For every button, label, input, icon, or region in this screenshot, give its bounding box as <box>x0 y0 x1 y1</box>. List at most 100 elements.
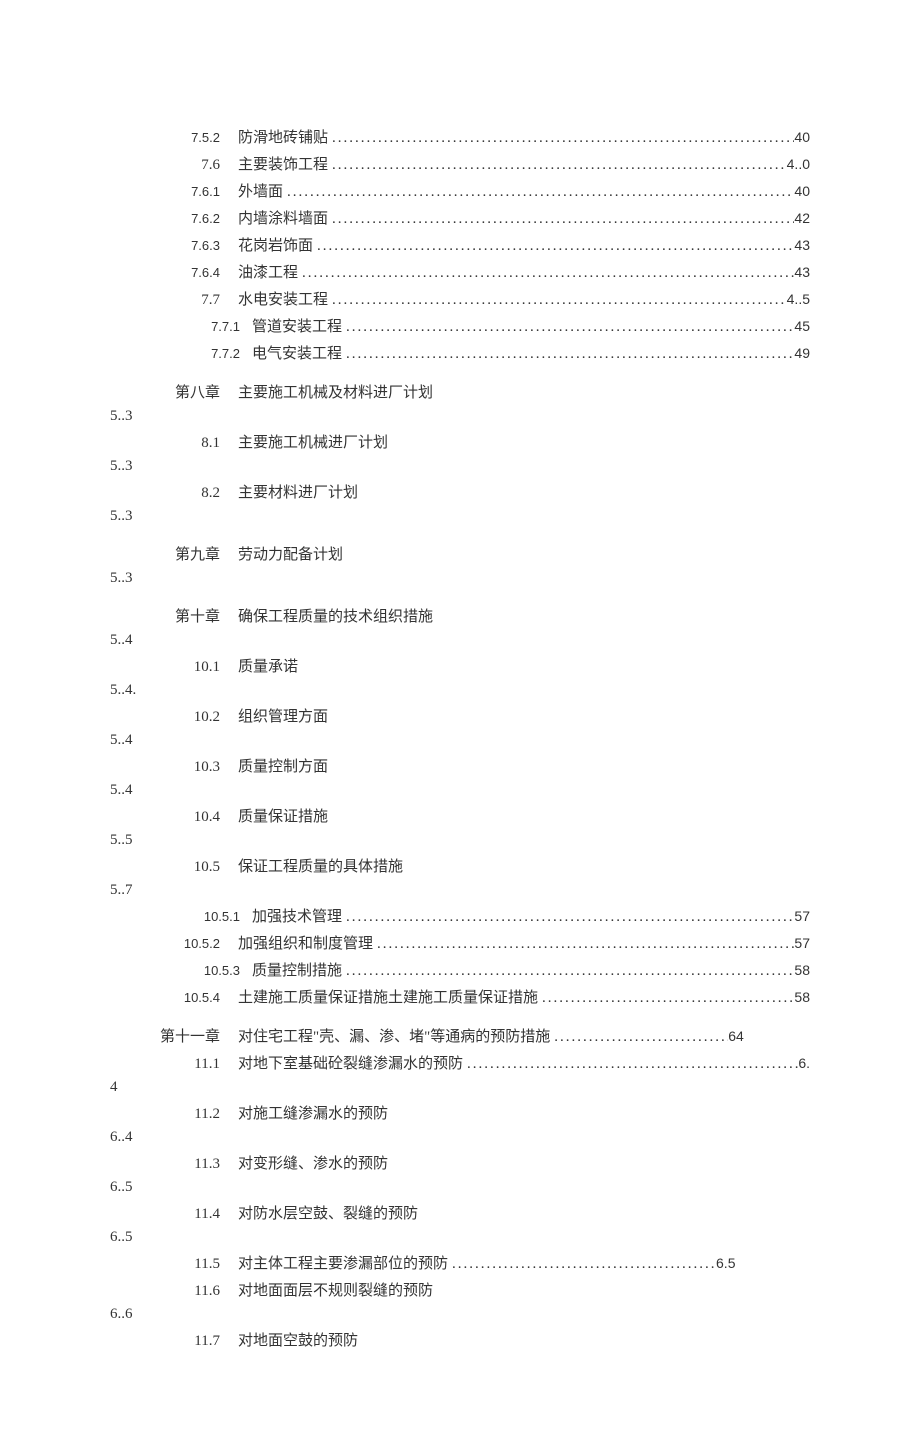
toc-row: 第八章主要施工机械及材料进厂计划 <box>110 381 810 402</box>
toc-entry: 10.5保证工程质量的具体措施5..7 <box>110 855 810 899</box>
dot-leader <box>342 963 794 980</box>
entry-number: 11.3 <box>110 1156 238 1173</box>
entry-title: 主要装饰工程 <box>238 153 328 174</box>
toc-row: 7.6.3花岗岩饰面 43 <box>110 234 810 255</box>
entry-page: 5..3 <box>110 458 810 475</box>
toc-row: 11.6对地面面层不规则裂缝的预防 <box>110 1279 810 1300</box>
entry-title: 保证工程质量的具体措施 <box>238 855 403 876</box>
entry-page: 58 <box>794 989 810 1005</box>
entry-title: 加强组织和制度管理 <box>238 932 373 953</box>
toc-row: 7.5.2防滑地砖铺贴40 <box>110 126 810 147</box>
toc-page: 7.5.2防滑地砖铺贴407.6主要装饰工程4..07.6.1外墙面407.6.… <box>0 0 920 1436</box>
toc-entry: 10.5.2加强组织和制度管理 57 <box>110 932 810 953</box>
entry-number: 10.2 <box>110 709 238 726</box>
entry-number: 10.5.4 <box>110 990 238 1005</box>
toc-entry: 第十章确保工程质量的技术组织措施 5..4 <box>110 605 810 649</box>
toc-row: 11.3对变形缝、渗水的预防 <box>110 1152 810 1173</box>
entry-title: 质量保证措施 <box>238 805 328 826</box>
toc-entry: 7.5.2防滑地砖铺贴40 <box>110 126 810 147</box>
entry-number: 第八章 <box>110 381 238 402</box>
entry-title: 内墙涂料墙面 <box>238 207 328 228</box>
entry-page: 6. <box>798 1055 810 1071</box>
entry-page: 5..4 <box>110 782 810 799</box>
toc-entry: 7.6.3花岗岩饰面 43 <box>110 234 810 255</box>
entry-number: 7.6.3 <box>110 238 238 253</box>
entry-title: 油漆工程 <box>238 261 298 282</box>
toc-row: 第十章确保工程质量的技术组织措施 <box>110 605 810 626</box>
toc-entry: 8.1主要施工机械进厂计划 5..3 <box>110 431 810 475</box>
entry-page: 5..5 <box>110 832 810 849</box>
dot-leader <box>283 184 794 201</box>
toc-entry: 10.5.1加强技术管理57 <box>110 905 810 926</box>
entry-number: 11.2 <box>110 1106 238 1123</box>
toc-row: 7.6.2内墙涂料墙面42 <box>110 207 810 228</box>
entry-title: 土建施工质量保证措施土建施工质量保证措施 <box>238 986 538 1007</box>
entry-page: 43 <box>794 237 810 253</box>
entry-title: 管道安装工程 <box>252 315 342 336</box>
entry-page: 5..3 <box>110 408 810 425</box>
entry-page: 57 <box>794 908 810 924</box>
entry-number: 7.7 <box>110 292 238 309</box>
entry-title: 对地面面层不规则裂缝的预防 <box>238 1279 433 1300</box>
entry-page: 6..6 <box>110 1306 810 1323</box>
dot-leader <box>298 265 794 282</box>
entry-page: 45 <box>794 318 810 334</box>
entry-page: 5..4 <box>110 632 810 649</box>
entry-title: 确保工程质量的技术组织措施 <box>238 605 433 626</box>
toc-row: 10.2组织管理方面 <box>110 705 810 726</box>
dot-leader <box>342 909 794 926</box>
toc-row: 7.7.1管道安装工程45 <box>110 315 810 336</box>
dot-leader <box>342 346 794 363</box>
entry-number: 11.7 <box>110 1333 238 1350</box>
orphan-page-fragment: 4 <box>110 1079 810 1096</box>
entry-number: 10.5.2 <box>110 936 238 951</box>
entry-title: 劳动力配备计划 <box>238 543 343 564</box>
entry-page: 40 <box>794 129 810 145</box>
toc-entry: 11.6对地面面层不规则裂缝的预防 6..6 <box>110 1279 810 1323</box>
toc-row: 10.5.4土建施工质量保证措施土建施工质量保证措施 58 <box>110 986 810 1007</box>
entry-number: 第十一章 <box>110 1025 238 1046</box>
entry-number: 7.6 <box>110 157 238 174</box>
entry-title: 外墙面 <box>238 180 283 201</box>
entry-page: 58 <box>794 962 810 978</box>
toc-row: 8.1主要施工机械进厂计划 <box>110 431 810 452</box>
toc-entry: 11.5对主体工程主要渗漏部位的预防6.5 <box>110 1252 810 1273</box>
entry-number: 7.7.2 <box>110 346 244 361</box>
entry-number: 10.5.3 <box>110 963 244 978</box>
dot-leader <box>328 292 787 309</box>
toc-row: 10.3质量控制方面 <box>110 755 810 776</box>
entry-title: 对地下室基础砼裂缝渗漏水的预防 <box>238 1052 463 1073</box>
toc-entry: 10.5.4土建施工质量保证措施土建施工质量保证措施 58 <box>110 986 810 1007</box>
entry-number: 11.5 <box>110 1256 238 1273</box>
entry-page: 5..3 <box>110 570 810 587</box>
toc-row: 第九章劳动力配备计划 <box>110 543 810 564</box>
entry-page: 4..0 <box>787 156 810 172</box>
toc-entry: 第十一章对住宅工程"壳、漏、渗、堵"等通病的预防措施64 <box>110 1025 810 1046</box>
entry-page: 6..4 <box>110 1129 810 1146</box>
entry-page: 43 <box>794 264 810 280</box>
entry-number: 8.2 <box>110 485 238 502</box>
dot-leader <box>550 1029 728 1046</box>
toc-row: 7.7水电安装工程4..5 <box>110 288 810 309</box>
toc-entry: 11.4对防水层空鼓、裂缝的预防6..5 <box>110 1202 810 1246</box>
entry-title: 花岗岩饰面 <box>238 234 313 255</box>
entry-page: 6.5 <box>716 1255 735 1271</box>
entry-number: 10.3 <box>110 759 238 776</box>
entry-page: 57 <box>794 935 810 951</box>
dot-leader <box>328 211 794 228</box>
toc-row: 10.5.3质量控制措施58 <box>110 959 810 980</box>
entry-page: 5..7 <box>110 882 810 899</box>
toc-row: 7.7.2电气安装工程49 <box>110 342 810 363</box>
entry-title: 水电安装工程 <box>238 288 328 309</box>
toc-row: 10.5.2加强组织和制度管理 57 <box>110 932 810 953</box>
entry-number: 第十章 <box>110 605 238 626</box>
toc-row: 10.5.1加强技术管理57 <box>110 905 810 926</box>
toc-entry: 7.7.1管道安装工程45 <box>110 315 810 336</box>
entry-title: 防滑地砖铺贴 <box>238 126 328 147</box>
toc-row: 7.6主要装饰工程 4..0 <box>110 153 810 174</box>
entry-page: 5..4 <box>110 732 810 749</box>
entry-number: 7.6.2 <box>110 211 238 226</box>
entry-title: 对地面空鼓的预防 <box>238 1329 358 1350</box>
entry-number: 7.6.1 <box>110 184 238 199</box>
entry-number: 11.1 <box>110 1056 238 1073</box>
